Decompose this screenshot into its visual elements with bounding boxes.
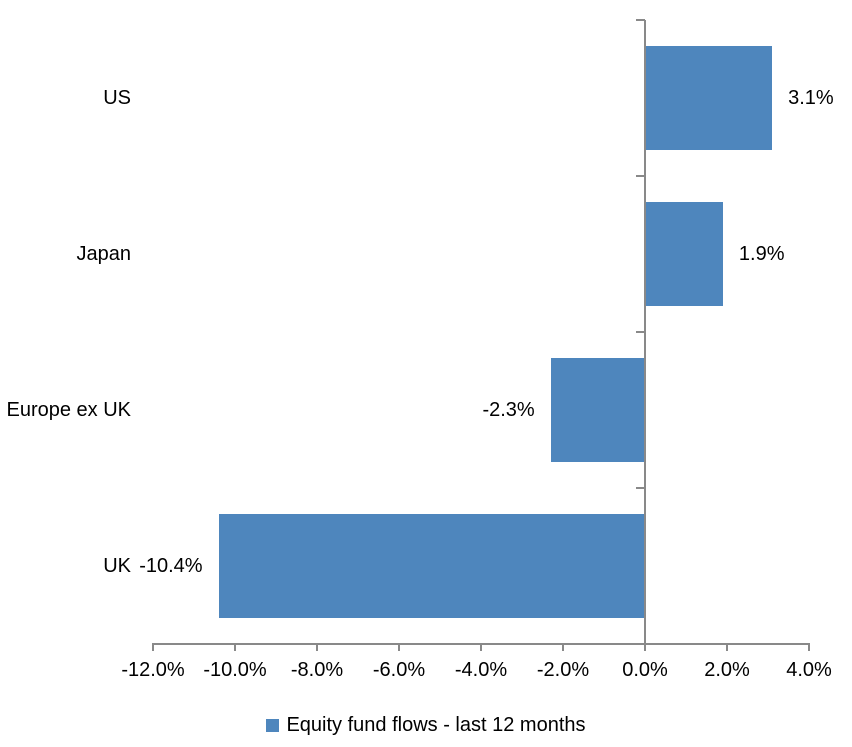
- value-label-japan: 1.9%: [738, 242, 785, 265]
- bar-uk: [218, 514, 645, 618]
- category-label-uk: UK: [103, 554, 131, 577]
- legend-marker-square-icon: [266, 718, 280, 732]
- x-tick-label: -8.0%: [290, 659, 344, 681]
- x-axis-tick: [562, 644, 564, 651]
- category-label-us: US: [103, 86, 131, 109]
- x-tick-label: 4.0%: [786, 659, 832, 681]
- value-label-uk: -10.4%: [139, 554, 203, 577]
- legend: Equity fund flows - last 12 months: [0, 706, 852, 744]
- x-axis-tick: [316, 644, 318, 651]
- x-axis-tick: [398, 644, 400, 651]
- x-axis-tick: [234, 644, 236, 651]
- x-tick-label: -10.0%: [203, 659, 267, 681]
- legend-label: Equity fund flows - last 12 months: [286, 713, 586, 736]
- y-axis-tick: [636, 19, 645, 21]
- x-axis-tick: [152, 644, 154, 651]
- y-axis-tick: [636, 331, 645, 333]
- y-axis-tick: [636, 643, 645, 645]
- category-label-japan: Japan: [76, 242, 132, 265]
- x-tick-label: -12.0%: [121, 659, 185, 681]
- x-tick-label: 2.0%: [704, 659, 750, 681]
- x-axis-tick: [726, 644, 728, 651]
- value-label-europe-ex-uk: -2.3%: [482, 398, 535, 421]
- x-tick-label: 0.0%: [622, 659, 668, 681]
- x-axis-tick: [808, 644, 810, 651]
- x-tick-label: -2.0%: [536, 659, 590, 681]
- bar-us: [645, 46, 773, 150]
- x-tick-label: -6.0%: [372, 659, 426, 681]
- y-axis-tick: [636, 487, 645, 489]
- bar-europe-ex-uk: [550, 358, 645, 462]
- x-tick-label: -4.0%: [454, 659, 508, 681]
- zero-axis-line: [644, 20, 646, 651]
- category-label-europe-ex-uk: Europe ex UK: [6, 398, 131, 421]
- x-axis-tick: [480, 644, 482, 651]
- value-label-us: 3.1%: [788, 86, 834, 109]
- bar-japan: [645, 202, 723, 306]
- y-axis-tick: [636, 175, 645, 177]
